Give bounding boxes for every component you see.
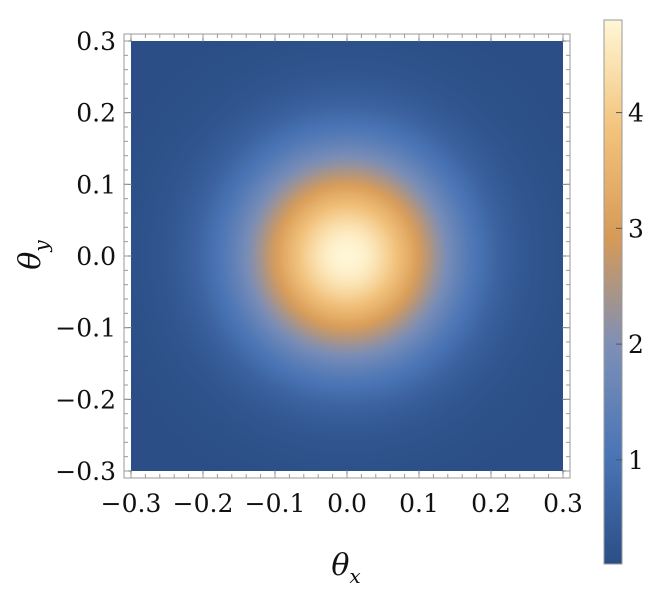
x-tick-label: −0.2 xyxy=(173,489,234,518)
y-axis-title-subscript: y xyxy=(29,240,53,253)
colorbar-tick-label: 1 xyxy=(628,446,644,475)
y-axis: −0.3 −0.2 −0.1 0.0 0.1 0.2 0.3 xyxy=(55,27,570,486)
x-tick-label: −0.1 xyxy=(245,489,306,518)
x-tick-label: −0.3 xyxy=(101,489,162,518)
colorbar-tick-label: 2 xyxy=(628,330,644,359)
plot-area xyxy=(123,33,571,479)
y-tick-label: 0.2 xyxy=(76,99,116,128)
y-tick-label: 0.0 xyxy=(76,242,116,271)
x-axis: −0.3 −0.2 −0.1 0.0 0.1 0.2 0.3 xyxy=(101,34,583,518)
x-axis-title-subscript: x xyxy=(349,564,360,588)
x-tick-label: 0.3 xyxy=(543,489,583,518)
x-axis-title-symbol: θ xyxy=(331,548,349,583)
y-tick-label: 0.3 xyxy=(76,27,116,56)
y-tick-label: −0.3 xyxy=(55,457,116,486)
y-axis-title-symbol: θ xyxy=(13,252,48,270)
y-tick-label: 0.1 xyxy=(76,170,116,199)
x-tick-label: 0.1 xyxy=(399,489,439,518)
colorbar-tick-label: 3 xyxy=(628,214,644,243)
colorbar: 1 2 3 4 xyxy=(603,19,644,565)
x-tick-label: 0.2 xyxy=(471,489,511,518)
colorbar-tick-label: 4 xyxy=(628,99,644,128)
heatmap-field xyxy=(131,41,563,471)
y-tick-label: −0.2 xyxy=(55,385,116,414)
colorbar-scale xyxy=(603,19,623,565)
y-tick-label: −0.1 xyxy=(55,314,116,343)
y-axis-title: θy xyxy=(13,240,53,270)
x-axis-title: θx xyxy=(331,548,360,588)
x-tick-label: 0.0 xyxy=(327,489,367,518)
